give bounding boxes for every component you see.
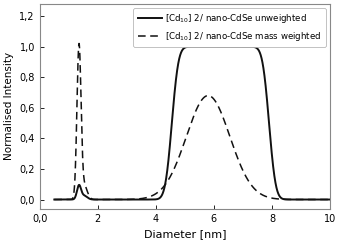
[Cd$_{10}$] 2/ nano-CdSe unweighted <box>53 198 57 201</box>
[Cd$_{10}$] 2/ nano-CdSe mass weighted <box>64 198 68 201</box>
[Cd$_{10}$] 2/ nano-CdSe mass weighted <box>52 198 56 201</box>
[Cd$_{10}$] 2/ nano-CdSe unweighted <box>52 198 56 201</box>
[Cd$_{10}$] 2/ nano-CdSe unweighted <box>313 198 318 201</box>
Line: [Cd$_{10}$] 2/ nano-CdSe mass weighted: [Cd$_{10}$] 2/ nano-CdSe mass weighted <box>54 43 330 200</box>
[Cd$_{10}$] 2/ nano-CdSe mass weighted <box>53 198 57 201</box>
X-axis label: Diameter [nm]: Diameter [nm] <box>143 229 226 239</box>
[Cd$_{10}$] 2/ nano-CdSe mass weighted <box>106 198 110 201</box>
[Cd$_{10}$] 2/ nano-CdSe mass weighted <box>328 198 332 201</box>
[Cd$_{10}$] 2/ nano-CdSe unweighted <box>64 198 68 201</box>
[Cd$_{10}$] 2/ nano-CdSe unweighted <box>69 198 73 201</box>
[Cd$_{10}$] 2/ nano-CdSe mass weighted <box>187 127 191 130</box>
Legend: [Cd$_{10}$] 2/ nano-CdSe unweighted, [Cd$_{10}$] 2/ nano-CdSe mass weighted: [Cd$_{10}$] 2/ nano-CdSe unweighted, [Cd… <box>133 8 326 47</box>
[Cd$_{10}$] 2/ nano-CdSe mass weighted <box>77 42 81 45</box>
[Cd$_{10}$] 2/ nano-CdSe unweighted <box>187 45 191 48</box>
[Cd$_{10}$] 2/ nano-CdSe unweighted <box>328 198 332 201</box>
[Cd$_{10}$] 2/ nano-CdSe unweighted <box>106 198 110 201</box>
[Cd$_{10}$] 2/ nano-CdSe mass weighted <box>313 198 318 201</box>
Line: [Cd$_{10}$] 2/ nano-CdSe unweighted: [Cd$_{10}$] 2/ nano-CdSe unweighted <box>54 47 330 200</box>
[Cd$_{10}$] 2/ nano-CdSe unweighted <box>311 198 315 201</box>
[Cd$_{10}$] 2/ nano-CdSe unweighted <box>213 45 217 48</box>
[Cd$_{10}$] 2/ nano-CdSe mass weighted <box>69 198 73 201</box>
Y-axis label: Normalised Intensity: Normalised Intensity <box>4 52 14 160</box>
